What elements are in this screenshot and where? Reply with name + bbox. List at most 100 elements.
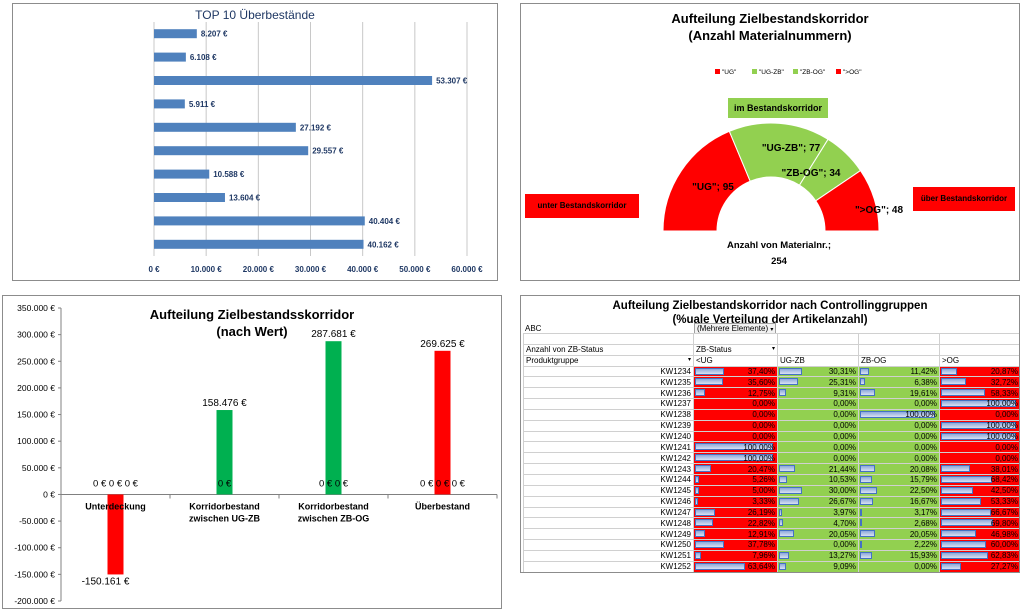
bar-value-label: 40.404 €	[369, 217, 401, 226]
cell-value: 2,22%	[914, 540, 937, 550]
row-label: KW1238	[523, 408, 694, 421]
legend-label: "ZB-OG"	[800, 69, 826, 76]
donut-chart: "UG" "UG-ZB" "ZB-OG" ">OG" "UG"; 95 "UG-ZB"; …	[662, 69, 903, 267]
table-cell: 37,78%	[693, 539, 778, 551]
pivot-header-row: Produktgruppe ▾ <UG UG-ZB ZB-OG >OG	[523, 354, 1019, 367]
table-cell: 22,50%	[858, 484, 940, 497]
data-bar	[941, 519, 994, 527]
table-cell: 0,00%	[777, 419, 859, 432]
cell-value: 11,42%	[910, 366, 937, 376]
row-label: KW1245	[523, 484, 694, 497]
y-tick-label: 300.000 €	[17, 330, 55, 340]
bar-value-label: 5.911 €	[189, 100, 216, 109]
legend-label: ">OG"	[843, 69, 862, 76]
table-cell: 100,00%	[693, 452, 778, 465]
data-bar	[695, 497, 698, 505]
dropdown-arrow-icon: ▾	[771, 346, 775, 353]
row-label: KW1246	[523, 495, 694, 508]
data-bar	[779, 562, 786, 570]
cell-value: 0,00%	[833, 453, 856, 463]
data-bar	[695, 389, 705, 397]
y-tick-label: -150.000 €	[14, 569, 55, 579]
x-tick-label: 60.000 €	[451, 265, 483, 274]
data-bar	[941, 497, 981, 505]
table-cell: 19,61%	[858, 387, 940, 400]
bar-value-label: 13.604 €	[229, 194, 261, 203]
data-bar	[779, 530, 795, 538]
row-label: KW1252	[523, 560, 694, 572]
table-cell: 26,19%	[693, 506, 778, 519]
data-bar	[779, 497, 799, 505]
bar-value-label: 40.162 €	[368, 240, 400, 249]
row-field-dropdown[interactable]: Produktgruppe ▾	[523, 354, 694, 367]
value-chart-panel: Aufteilung Zielbestandsskorridor (nach W…	[2, 295, 502, 609]
table-cell: 26,67%	[777, 495, 859, 508]
row-label: KW1237	[523, 398, 694, 410]
bar	[216, 410, 233, 495]
legend-swatch	[793, 69, 798, 74]
data-bar	[941, 378, 966, 386]
data-bar	[941, 421, 1016, 429]
cell-value: 15,93%	[909, 551, 937, 561]
cell-value: 0,00%	[995, 442, 1018, 452]
bar-value-label: 269.625 €	[420, 339, 465, 350]
cell-value: 0,00%	[995, 410, 1018, 420]
cell-value: 5,26%	[752, 475, 775, 485]
y-tick-label: 350.000 €	[17, 303, 55, 313]
table-row: KW1238 0,00% 0,00% 100,00% 0,00%	[523, 408, 1019, 421]
table-cell: 62,83%	[939, 549, 1019, 562]
table-cell: 15,93%	[858, 549, 940, 562]
pivot-measure-row: Anzahl von ZB-Status ZB-Status ▾	[523, 343, 1019, 356]
bar	[154, 76, 433, 85]
y-tick-label: -200.000 €	[14, 596, 55, 606]
bar	[154, 193, 225, 202]
table-cell: 0,00%	[777, 430, 859, 443]
table-row: KW1249 12,91% 20,05% 20,05% 46,98%	[523, 528, 1019, 541]
data-bar	[695, 530, 706, 538]
cell-value: 21,44%	[828, 464, 856, 474]
cell-value: 9,31%	[833, 388, 856, 398]
table-cell: 66,67%	[939, 506, 1019, 519]
total-label-line1: Anzahl von Materialnr.;	[727, 240, 831, 251]
table-cell: 0,00%	[693, 398, 778, 410]
bar	[154, 239, 364, 249]
dropdown-arrow-icon: ▾	[687, 357, 691, 364]
label-unter-bestandskorridor: unter Bestandskorridor	[525, 194, 639, 218]
table-cell: 9,09%	[777, 560, 859, 572]
table-cell: 27,27%	[939, 560, 1019, 572]
table-cell: 9,31%	[777, 387, 859, 400]
value-title-line2: (nach Wert)	[216, 324, 288, 339]
data-bar	[779, 551, 789, 559]
table-cell: 30,00%	[777, 484, 859, 497]
data-bar	[695, 454, 773, 462]
table-cell: 46,98%	[939, 528, 1019, 541]
value-chart-title: Aufteilung Zielbestandsskorridor (nach W…	[3, 306, 501, 340]
col-field-dropdown[interactable]: ZB-Status ▾	[693, 343, 778, 356]
filter-label: ABC	[525, 324, 542, 333]
table-cell: 32,72%	[939, 376, 1019, 389]
cell-value: 100,00%	[986, 399, 1018, 409]
data-bar	[695, 367, 725, 375]
y-tick-label: 200.000 €	[17, 383, 55, 393]
data-bar	[860, 378, 865, 386]
table-row: KW1252 63,64% 9,09% 0,00% 27,27%	[523, 560, 1019, 572]
col-header-og: >OG	[939, 354, 1019, 367]
cell-value: 0,00%	[914, 399, 937, 409]
x-tick-label: 0 €	[148, 265, 160, 274]
table-cell: 0,00%	[858, 430, 940, 443]
data-bar	[941, 530, 977, 538]
cell-value: 22,82%	[747, 518, 775, 528]
data-bar	[695, 541, 725, 549]
table-cell: 69,80%	[939, 517, 1019, 530]
cell-value: 10,53%	[828, 475, 856, 485]
table-cell: 0,00%	[939, 452, 1019, 465]
cell-value: 53,33%	[990, 497, 1018, 507]
cell-value: 37,40%	[747, 366, 775, 376]
row-label: KW1241	[523, 441, 694, 454]
data-bar	[941, 465, 970, 473]
bar	[434, 350, 451, 495]
table-cell: 60,00%	[939, 539, 1019, 551]
cell-value: 20,05%	[828, 529, 856, 539]
cell-value: 0,00%	[752, 410, 775, 420]
table-cell: 25,31%	[777, 376, 859, 389]
